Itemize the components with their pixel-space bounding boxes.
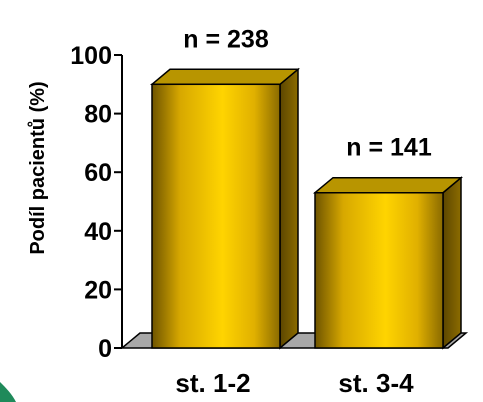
bar-side-face — [279, 67, 299, 350]
y-tick-label: 20 — [84, 276, 112, 304]
y-tick-label: 60 — [84, 159, 112, 187]
bar-data-label: n = 238 — [183, 25, 269, 53]
bar-front-face — [151, 83, 281, 349]
bar-1 — [149, 67, 301, 350]
corner-accent-shape — [0, 382, 16, 402]
x-category-label: st. 3-4 — [338, 368, 414, 398]
y-axis-title: Podíl pacientů (%) — [27, 81, 49, 254]
y-axis-ticks: 0 20 40 60 80 100 — [70, 42, 122, 363]
y-tick-label: 0 — [98, 335, 112, 363]
y-tick-label: 100 — [70, 42, 112, 70]
bar-top-face — [149, 68, 301, 86]
y-tick-label: 80 — [84, 101, 112, 129]
labels-group: n = 238 st. 1-2 n = 141 st. 3-4 — [175, 25, 431, 398]
bar-side-face — [442, 176, 462, 350]
bar-top-face — [312, 176, 464, 194]
x-category-label: st. 1-2 — [175, 368, 250, 398]
y-tick-label: 40 — [84, 218, 112, 246]
bars-group — [149, 67, 464, 350]
bar-data-label: n = 141 — [346, 134, 432, 162]
bar-front-face — [314, 191, 444, 349]
bar-2 — [312, 176, 464, 350]
